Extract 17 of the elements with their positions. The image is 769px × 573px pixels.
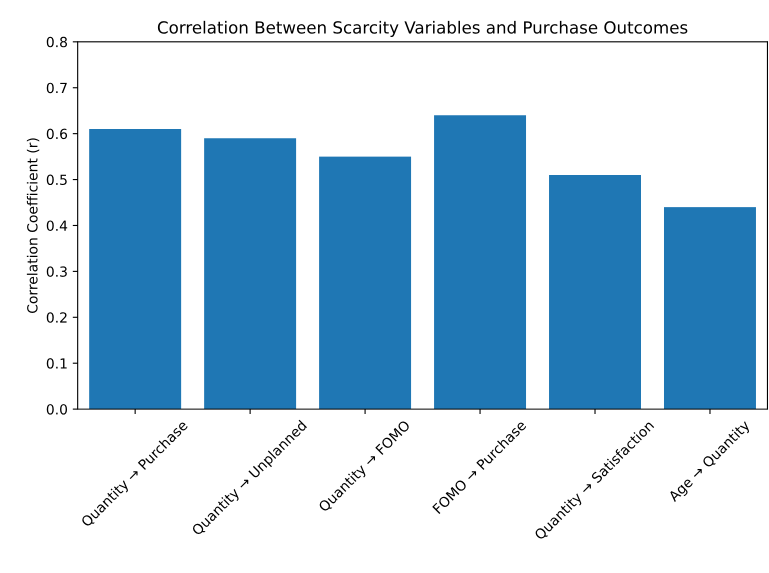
bar [204, 138, 296, 410]
y-tick-label: 0.8 [46, 36, 67, 48]
bar [549, 174, 641, 410]
y-tick-label: 0.4 [46, 220, 68, 231]
bar [664, 207, 756, 410]
y-tick-label: 0.3 [46, 266, 67, 277]
y-tick-label: 0.7 [46, 82, 67, 94]
chart-title: Correlation Between Scarcity Variables and Purchase Outcomes [158, 20, 688, 37]
y-tick-label: 0.0 [46, 404, 68, 415]
y-tick-label: 0.6 [46, 128, 68, 140]
bar [319, 156, 412, 410]
y-tick-label: 0.5 [46, 174, 67, 186]
y-tick-label: 0.1 [46, 358, 67, 369]
y-axis-title: Correlation Coefficient (r) [26, 138, 40, 314]
bar [434, 115, 526, 410]
bar [89, 129, 182, 410]
y-tick-label: 0.2 [46, 312, 67, 323]
